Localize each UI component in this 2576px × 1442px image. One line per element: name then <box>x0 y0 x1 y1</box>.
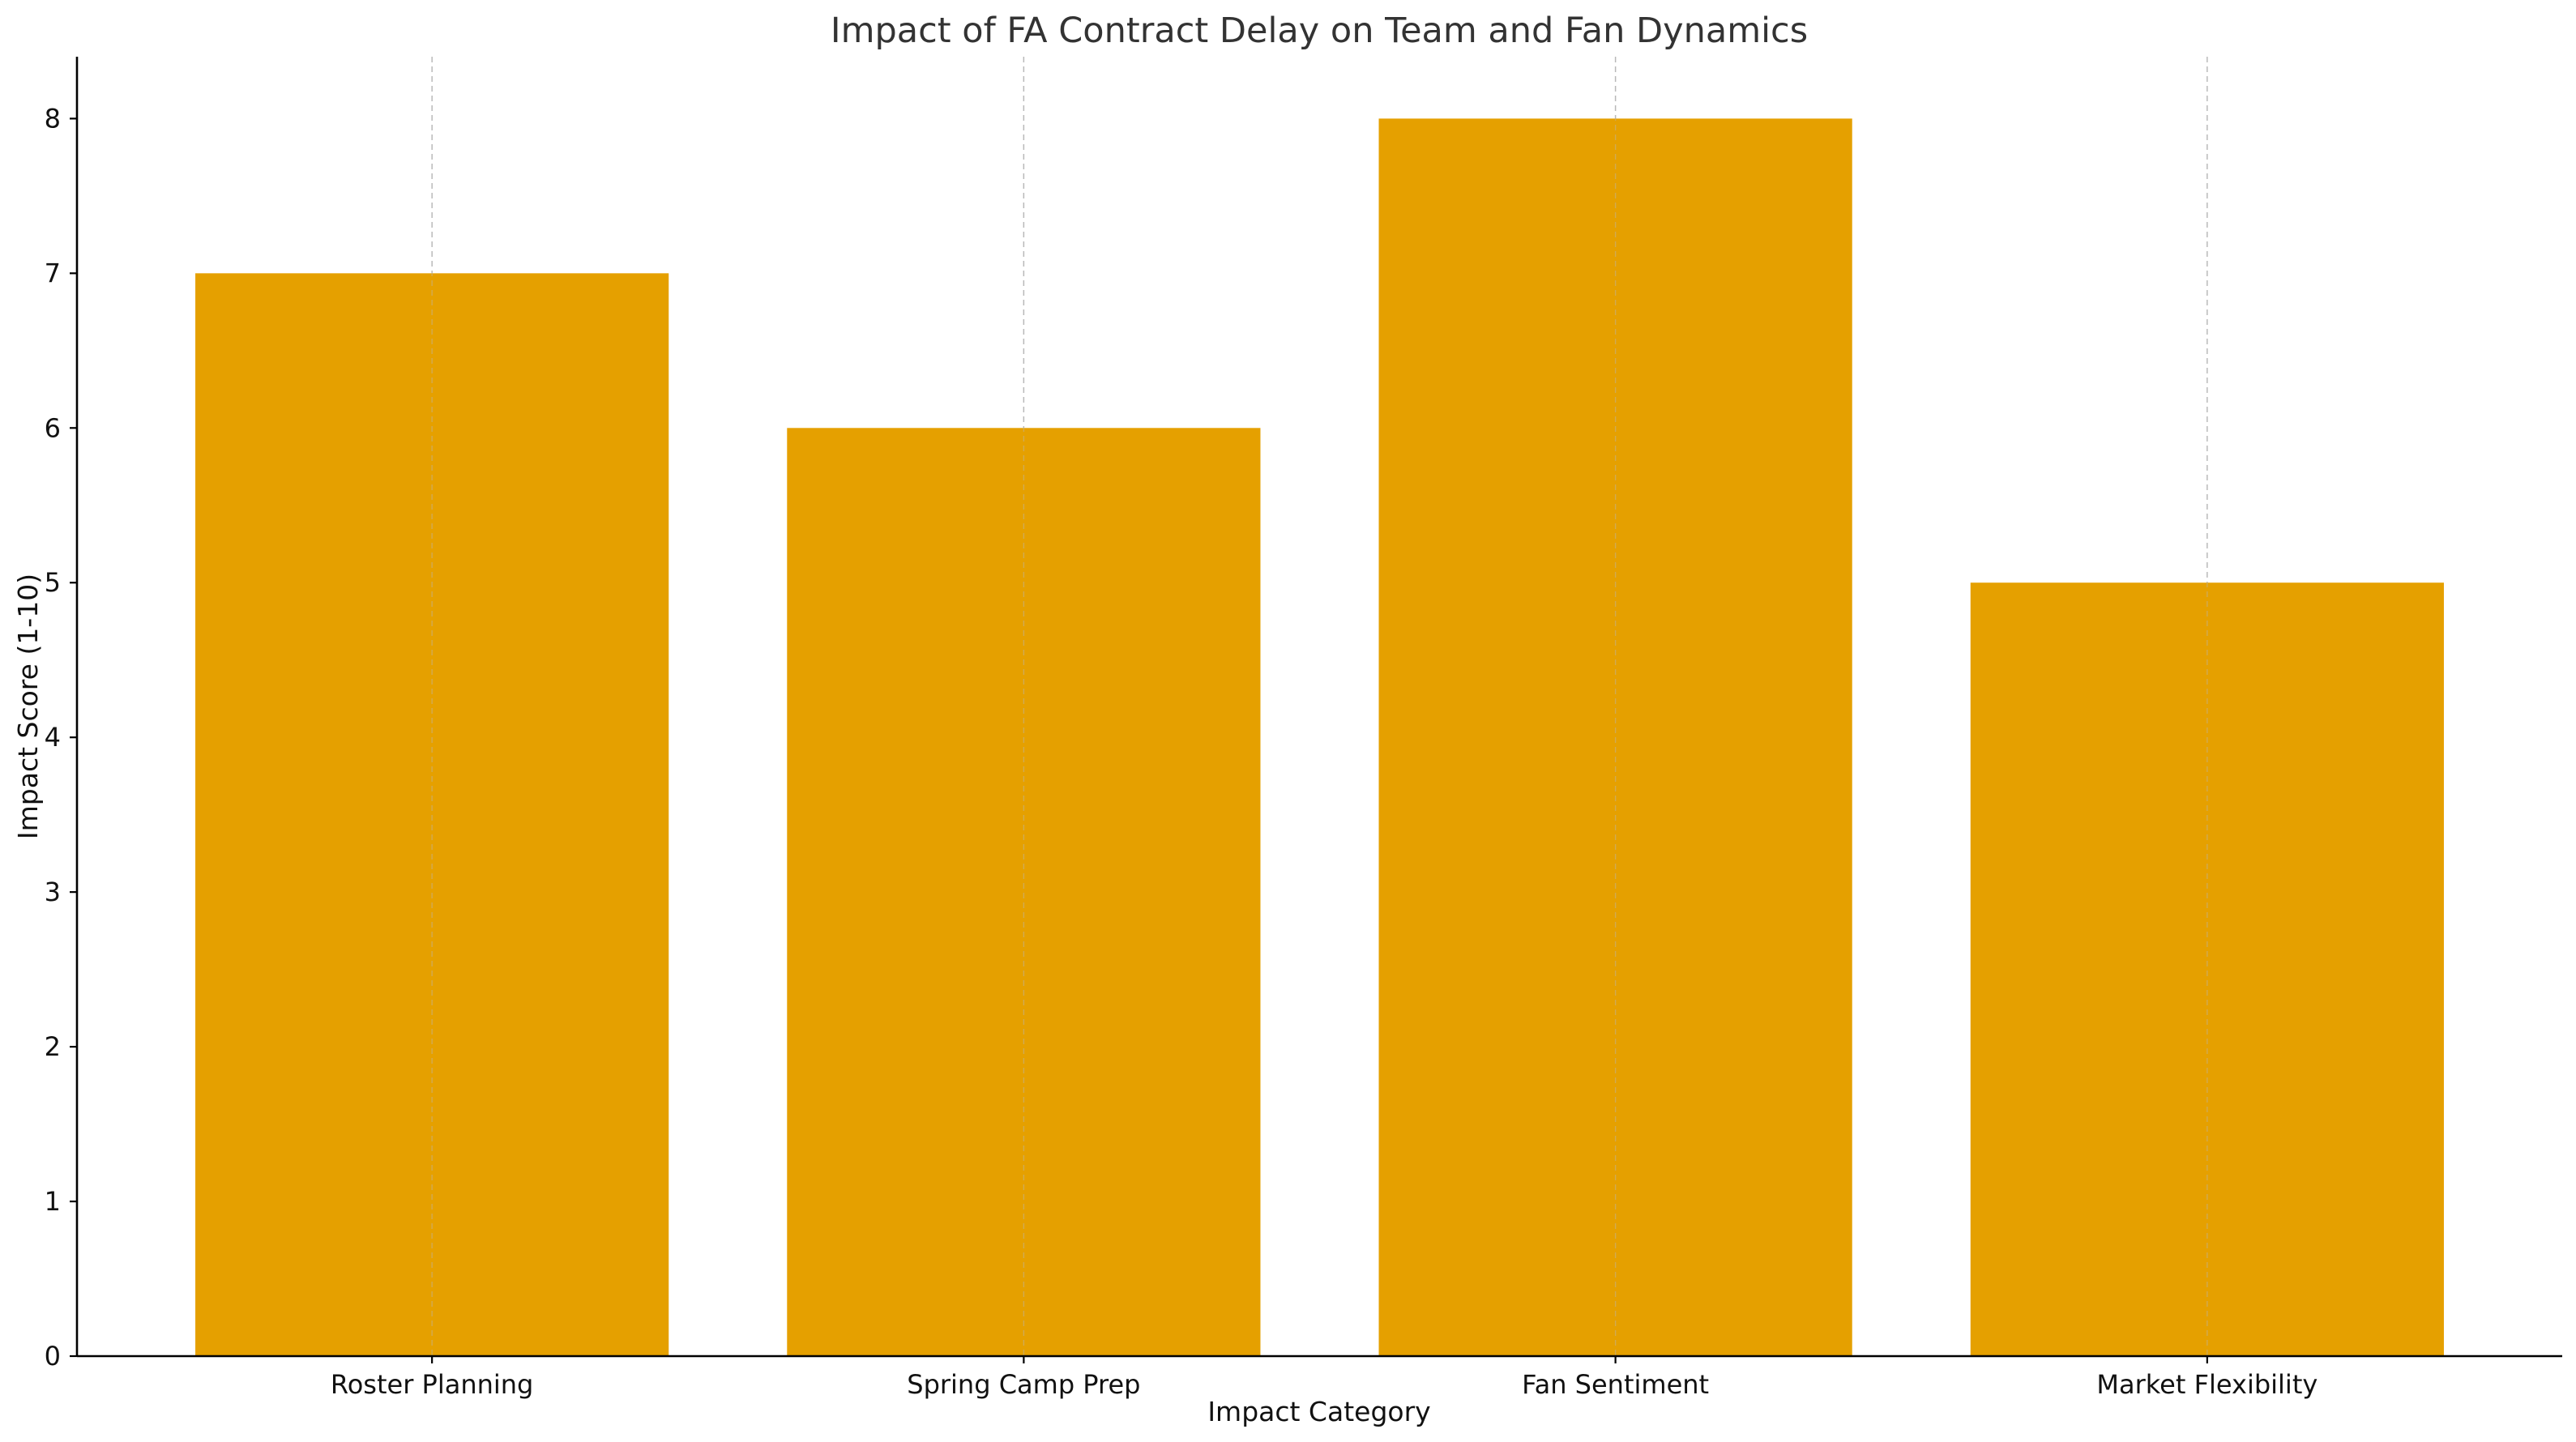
y-tick-label: 6 <box>45 412 61 443</box>
y-tick-label: 4 <box>45 722 61 753</box>
grid-lines-overlay <box>431 57 2208 1356</box>
bars <box>195 118 2444 1357</box>
bar-roster-planning <box>195 273 669 1356</box>
x-tick-label: Market Flexibility <box>2096 1369 2318 1400</box>
y-tick-label: 0 <box>45 1341 61 1372</box>
grid-lines <box>431 57 2208 1356</box>
y-tick-label: 8 <box>45 103 61 134</box>
y-tick-label: 5 <box>45 567 61 598</box>
x-ticks: Roster Planning Spring Camp Prep Fan Senti… <box>331 1356 2318 1400</box>
bar-spring-camp-prep <box>787 428 1261 1357</box>
bar-fan-sentiment <box>1378 118 1852 1356</box>
y-ticks: 0 1 2 3 4 5 6 7 8 <box>45 103 77 1372</box>
y-tick-label: 7 <box>45 258 61 288</box>
y-tick-label: 3 <box>45 877 61 907</box>
x-tick-label: Spring Camp Prep <box>907 1369 1140 1400</box>
x-axis-label: Impact Category <box>1207 1396 1430 1427</box>
y-tick-label: 1 <box>45 1186 61 1217</box>
chart-title: Impact of FA Contract Delay on Team and … <box>831 11 1808 51</box>
x-tick-label: Roster Planning <box>331 1369 533 1400</box>
bar-market-flexibility <box>1970 582 2444 1356</box>
x-tick-label: Fan Sentiment <box>1522 1369 1709 1400</box>
y-tick-label: 2 <box>45 1031 61 1062</box>
y-axis-label: Impact Score (1-10) <box>12 574 44 839</box>
